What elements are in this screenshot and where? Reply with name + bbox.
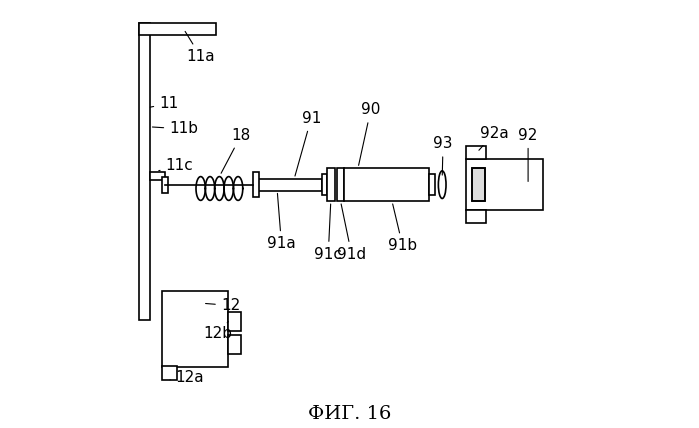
Text: 12a: 12a: [170, 370, 204, 385]
Bar: [337, 168, 345, 201]
Bar: [162, 291, 229, 367]
Text: 11b: 11b: [152, 122, 198, 137]
Text: 18: 18: [221, 128, 251, 173]
Text: 12b: 12b: [203, 321, 232, 341]
Bar: [472, 168, 484, 201]
Bar: [466, 159, 543, 210]
Text: 12: 12: [206, 298, 240, 313]
Text: 92: 92: [519, 128, 538, 181]
Bar: [472, 168, 484, 201]
Text: 11c: 11c: [159, 158, 194, 172]
Bar: [429, 175, 435, 195]
Bar: [139, 23, 215, 36]
Text: 90: 90: [359, 102, 380, 165]
Bar: [139, 23, 150, 320]
Bar: [327, 168, 335, 201]
Bar: [345, 168, 429, 201]
Text: 91c: 91c: [315, 204, 343, 262]
Text: 91a: 91a: [267, 193, 296, 251]
Bar: [466, 210, 486, 223]
Text: 11: 11: [150, 96, 178, 111]
Bar: [150, 172, 164, 180]
Bar: [256, 179, 322, 190]
Bar: [229, 335, 241, 354]
Text: 91b: 91b: [388, 204, 417, 253]
Text: 92a: 92a: [479, 126, 508, 150]
Bar: [252, 172, 259, 197]
Bar: [466, 146, 486, 159]
Text: 91: 91: [295, 111, 321, 176]
Bar: [322, 175, 327, 195]
Bar: [162, 366, 178, 380]
Text: 93: 93: [433, 137, 453, 175]
Text: ФИГ. 16: ФИГ. 16: [308, 405, 391, 423]
Text: 91d: 91d: [337, 204, 366, 262]
Bar: [229, 312, 241, 331]
Bar: [162, 177, 168, 193]
Ellipse shape: [438, 171, 446, 199]
Text: 11a: 11a: [185, 31, 215, 64]
